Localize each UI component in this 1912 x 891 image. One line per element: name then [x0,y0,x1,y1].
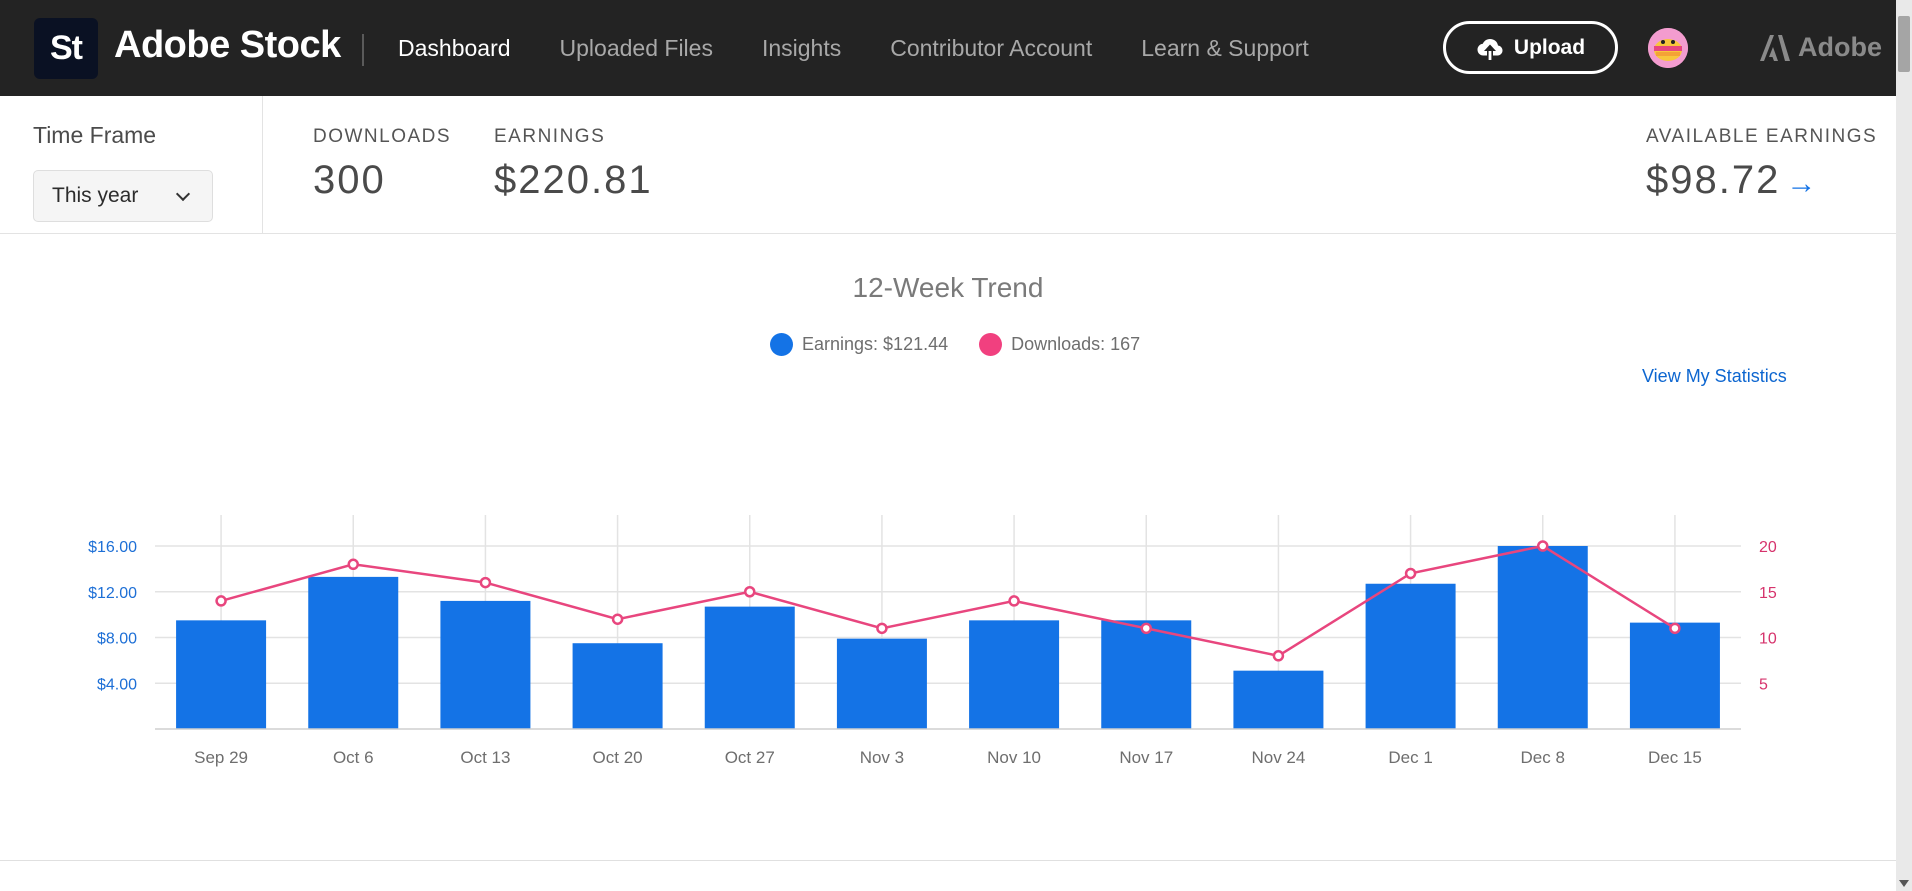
earnings-bar [572,643,663,729]
y-left-tick-label: $12.00 [88,585,137,602]
adobe-stock-logo[interactable]: St [34,18,98,79]
earnings-bar [1233,670,1324,729]
earnings-bar [969,620,1060,729]
timeframe-select[interactable]: This year [33,170,213,222]
downloads-metric: DOWNLOADS 300 [313,126,451,203]
x-tick-label: Sep 29 [194,748,248,767]
timeframe-value: This year [52,184,139,207]
legend-downloads-label: Downloads: 167 [1011,334,1141,354]
available-earnings-metric: AVAILABLE EARNINGS $98.72 → [1646,126,1877,203]
y-left-tick-label: $16.00 [88,539,137,556]
downloads-point [1404,567,1417,580]
cloud-upload-icon [1477,38,1503,60]
x-tick-label: Oct 27 [725,748,775,767]
legend-earnings-label: Earnings: $121.44 [802,334,949,354]
brand-name[interactable]: Adobe Stock [114,24,341,66]
legend-downloads[interactable]: Downloads: 167 [979,333,1140,356]
x-tick-label: Oct 6 [333,748,374,767]
nav-insights[interactable]: Insights [761,34,842,61]
nav-uploaded-files[interactable]: Uploaded Files [559,34,713,61]
earnings-bar [176,620,267,729]
avatar[interactable] [1648,28,1688,68]
x-tick-label: Nov 17 [1119,748,1173,767]
stats-bar: Time Frame This year DOWNLOADS 300 EARNI… [0,96,1896,234]
downloads-point [1008,595,1020,607]
available-earnings-value: $98.72 → [1646,158,1877,203]
adobe-a-icon [1760,34,1790,61]
section-divider [0,860,1896,861]
top-nav-bar: St Adobe Stock Dashboard Uploaded Files … [0,0,1896,96]
adobe-logo[interactable]: Adobe [1760,32,1882,63]
downloads-point [744,586,756,598]
scrollbar-thumb[interactable] [1898,16,1910,72]
main-nav: Dashboard Uploaded Files Insights Contri… [398,0,1358,96]
downloads-point [347,558,359,571]
earnings-bar [440,600,531,729]
scroll-down-arrow-icon[interactable] [1899,880,1909,887]
view-my-statistics-link[interactable]: View My Statistics [1642,366,1787,386]
downloads-line [220,544,1676,658]
y-left-tick-label: $8.00 [97,631,137,648]
downloads-point [1537,540,1549,552]
earnings-bar [704,606,795,729]
x-tick-label: Dec 15 [1648,748,1702,767]
nav-learn-support[interactable]: Learn & Support [1141,34,1309,61]
available-earnings-amount: $98.72 [1646,158,1781,202]
chevron-down-icon [175,186,191,202]
nav-dashboard[interactable]: Dashboard [398,34,511,61]
y-right-tick-label: 15 [1759,585,1777,602]
earnings-bar [836,638,927,729]
y-right-tick-label: 10 [1759,631,1777,648]
y-right-tick-label: 20 [1759,539,1777,556]
legend-earnings[interactable]: Earnings: $121.44 [770,333,948,356]
y-right-tick-label: 5 [1759,676,1768,693]
x-tick-label: Nov 10 [987,748,1041,767]
upload-label: Upload [1513,35,1586,59]
timeframe-label: Time Frame [33,122,157,148]
downloads-value: 300 [313,158,386,202]
downloads-label: DOWNLOADS [313,126,452,147]
avatar-icon [1648,28,1688,68]
downloads-point [479,576,492,589]
earnings-bar [1497,546,1588,729]
x-tick-label: Dec 1 [1388,748,1432,767]
earnings-bar [1365,583,1456,729]
chart-legend: Earnings: $121.44 Downloads: 167 [770,333,1171,356]
arrow-right-icon[interactable]: → [1786,167,1819,200]
available-earnings-label: AVAILABLE EARNINGS [1646,126,1878,147]
downloads-point [1272,650,1285,662]
x-tick-label: Dec 8 [1521,748,1565,767]
nav-divider [362,34,364,66]
earnings-label: EARNINGS [494,126,606,147]
downloads-dot-icon [979,333,1003,356]
x-tick-label: Oct 20 [593,748,643,767]
page-scrollbar[interactable] [1896,0,1912,891]
downloads-point [611,613,624,625]
downloads-point [1140,622,1152,635]
x-tick-label: Oct 13 [460,748,510,767]
x-tick-label: Nov 24 [1251,748,1305,767]
earnings-bar [1101,620,1192,729]
downloads-point [876,622,888,635]
downloads-point [215,595,227,607]
earnings-metric: EARNINGS $220.81 [494,126,653,203]
downloads-point [1669,622,1681,635]
timeframe-panel: Time Frame This year [0,96,263,234]
trend-chart: $4.00 $8.00 $12.00 $16.00 5 10 15 20 Sep 29 Oct 6… [88,515,1777,767]
chart-title: 12-Week Trend [852,272,1044,303]
nav-contributor-account[interactable]: Contributor Account [890,34,1093,61]
earnings-bar [1629,622,1720,729]
y-left-tick-label: $4.00 [97,676,137,693]
earnings-dot-icon [770,333,793,356]
x-tick-label: Nov 3 [860,748,904,767]
upload-button[interactable]: Upload [1443,21,1618,74]
adobe-label: Adobe [1798,32,1882,62]
earnings-value: $220.81 [494,158,653,202]
earnings-bar [308,576,399,729]
